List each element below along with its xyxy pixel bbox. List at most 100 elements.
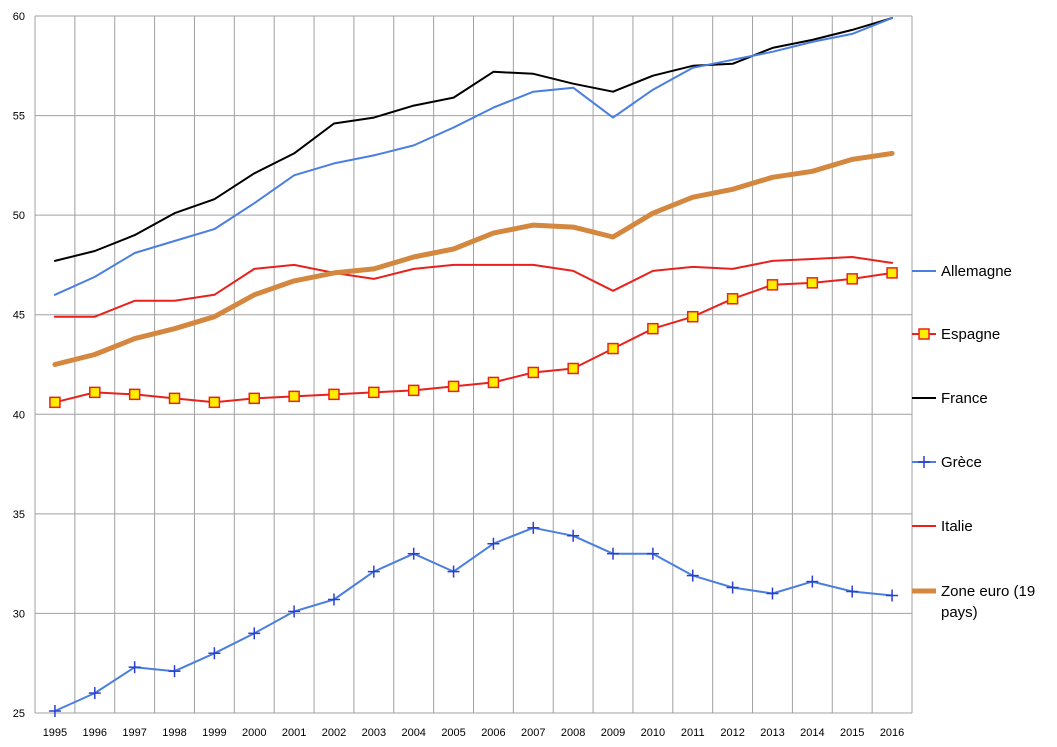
legend-label: Espagne xyxy=(941,326,1000,343)
series-line xyxy=(53,256,894,318)
x-tick-label: 1997 xyxy=(122,727,146,739)
x-axis: 1995 1996 1997 1998 1999 2000 2001 2002 2003 2004… xyxy=(43,727,905,739)
x-tick-label: 2003 xyxy=(362,727,386,739)
data-point xyxy=(646,547,659,560)
data-point xyxy=(607,547,620,560)
y-tick-label: 40 xyxy=(13,409,25,421)
x-tick-label: 2016 xyxy=(880,727,904,739)
x-tick-label: 1995 xyxy=(43,727,67,739)
data-point xyxy=(368,386,380,399)
x-tick-label: 2007 xyxy=(521,727,545,739)
chart-legend: Allemagne Espagne France Grèce Italie Zone eu… xyxy=(912,263,1035,621)
x-tick-label: 2002 xyxy=(322,727,346,739)
data-point xyxy=(407,384,420,397)
data-point xyxy=(766,279,779,291)
data-point xyxy=(886,267,898,279)
x-tick-label: 2004 xyxy=(401,727,425,739)
data-point xyxy=(407,547,420,560)
data-point xyxy=(327,593,340,606)
x-tick-label: 2015 xyxy=(840,727,864,739)
series-line xyxy=(52,150,895,367)
y-tick-label: 50 xyxy=(13,210,25,222)
series-line xyxy=(53,271,894,404)
data-point xyxy=(248,392,260,405)
data-point xyxy=(168,392,181,405)
data-point xyxy=(447,565,460,578)
data-point xyxy=(886,589,899,602)
series-line xyxy=(53,526,894,712)
x-tick-label: 2014 xyxy=(800,727,824,739)
data-point xyxy=(88,687,101,700)
data-point xyxy=(367,565,380,578)
x-tick-label: 2005 xyxy=(441,727,465,739)
legend-label: Italie xyxy=(941,518,973,535)
x-tick-label: 1999 xyxy=(202,727,226,739)
series-zone-euro-19-pays xyxy=(52,150,895,367)
y-tick-label: 30 xyxy=(13,608,25,620)
legend-label: pays) xyxy=(941,604,978,621)
data-point xyxy=(567,362,579,375)
y-tick-label: 55 xyxy=(13,111,25,123)
data-point xyxy=(328,388,340,401)
legend-item: Allemagne xyxy=(912,263,1012,280)
x-tick-label: 2013 xyxy=(760,727,784,739)
data-point xyxy=(647,322,659,335)
series-italie xyxy=(53,256,894,318)
series-line xyxy=(53,17,894,296)
series-espagne xyxy=(49,267,898,409)
data-point xyxy=(527,521,540,534)
data-point xyxy=(687,310,699,323)
chart-series xyxy=(48,17,899,718)
legend-label: France xyxy=(941,390,988,407)
legend-marker xyxy=(918,328,930,340)
y-tick-label: 25 xyxy=(13,708,25,720)
data-point xyxy=(806,575,819,588)
data-point xyxy=(766,587,779,600)
data-point xyxy=(607,342,619,355)
x-tick-label: 1998 xyxy=(162,727,186,739)
data-point xyxy=(128,661,141,674)
data-point xyxy=(487,376,500,389)
data-point xyxy=(49,396,61,409)
data-point xyxy=(806,277,819,289)
legend-label: Allemagne xyxy=(941,263,1012,280)
x-tick-label: 2009 xyxy=(601,727,625,739)
data-point xyxy=(168,665,181,678)
chart-grid xyxy=(34,15,913,714)
data-point xyxy=(288,605,301,618)
data-point xyxy=(726,293,739,305)
data-point xyxy=(128,388,141,401)
data-point xyxy=(48,705,61,718)
x-tick-label: 2012 xyxy=(720,727,744,739)
data-point xyxy=(846,273,858,285)
data-point xyxy=(487,537,500,550)
x-tick-label: 2006 xyxy=(481,727,505,739)
data-point xyxy=(567,529,580,542)
y-tick-label: 45 xyxy=(13,310,25,322)
x-tick-label: 1996 xyxy=(83,727,107,739)
data-point xyxy=(248,627,261,640)
legend-label: Grèce xyxy=(941,454,982,471)
data-point xyxy=(208,396,221,409)
series-gr-ce xyxy=(48,521,899,718)
legend-item: Grèce xyxy=(912,454,982,471)
y-tick-label: 60 xyxy=(13,11,25,23)
y-axis: 25 30 35 40 45 50 55 60 xyxy=(13,11,25,720)
data-point xyxy=(89,386,101,399)
data-point xyxy=(846,585,859,598)
x-tick-label: 2011 xyxy=(681,727,705,739)
legend-label: Zone euro (19 xyxy=(941,583,1035,600)
series-allemagne xyxy=(53,17,894,296)
data-point xyxy=(686,569,699,582)
x-tick-label: 2001 xyxy=(282,727,306,739)
data-point xyxy=(726,581,739,594)
x-tick-label: 2010 xyxy=(641,727,665,739)
x-tick-label: 2000 xyxy=(242,727,266,739)
data-point xyxy=(447,380,460,393)
data-point xyxy=(527,366,540,379)
x-tick-label: 2008 xyxy=(561,727,585,739)
legend-item: Italie xyxy=(912,518,973,535)
legend-item: France xyxy=(912,390,988,407)
data-point xyxy=(208,647,221,660)
